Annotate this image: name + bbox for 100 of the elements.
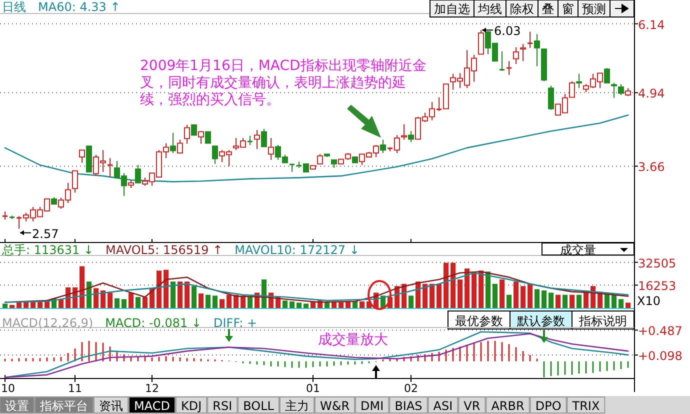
bar — [164, 270, 168, 308]
text: TRIX — [571, 399, 600, 413]
bar — [296, 302, 302, 308]
annotation: 均线 — [477, 2, 502, 16]
text: 资讯 — [99, 399, 123, 413]
bar — [492, 284, 498, 308]
annotation: 默认参数 — [516, 314, 565, 328]
x-tick-label: 01 — [306, 382, 320, 395]
x-tick-label: 12 — [145, 382, 159, 395]
bar — [436, 284, 442, 308]
x-tick-label: 02 — [404, 382, 418, 395]
y-tick-label: +0.487 — [638, 324, 682, 338]
y-tick-label: 32505 — [638, 256, 676, 270]
bar — [486, 272, 490, 308]
chart-title: 总手: 113631 ↓ — [1, 243, 94, 257]
bar — [114, 298, 120, 308]
bar — [458, 279, 462, 308]
text: VR — [464, 399, 480, 413]
chart-title: 日线 — [2, 0, 26, 14]
bar — [304, 304, 308, 308]
bar — [506, 294, 512, 308]
bar — [422, 284, 428, 308]
y-tick-label: +0.098 — [638, 349, 682, 364]
bar — [556, 294, 560, 308]
bar — [80, 266, 84, 308]
bar — [626, 302, 630, 308]
bar — [198, 294, 204, 308]
bar — [570, 294, 574, 308]
text: MA60: 4.33 ↑ — [38, 0, 120, 14]
bar — [86, 282, 92, 308]
text: DPO — [535, 399, 562, 413]
annotation: 最优参数 — [455, 314, 503, 328]
bar — [128, 292, 134, 308]
bar — [248, 297, 252, 308]
bar — [618, 299, 624, 308]
y-tick-label: 6.14 — [638, 18, 665, 32]
bar — [240, 296, 246, 308]
candlestick — [534, 34, 540, 67]
candlestick — [401, 124, 407, 140]
bar — [100, 290, 106, 308]
candlestick — [498, 50, 506, 70]
annotation: 窗 — [562, 2, 574, 16]
y-tick-label: 16253 — [638, 279, 676, 294]
text: 指标平台 — [39, 399, 88, 413]
bar — [464, 268, 470, 308]
x-tick-label: 11 — [68, 382, 82, 395]
bar — [290, 301, 294, 308]
x-tick-label: 10 — [1, 382, 15, 395]
bar — [338, 302, 344, 308]
candlestick — [128, 179, 134, 189]
bar — [542, 290, 546, 308]
bar — [534, 289, 540, 308]
text: MACD — [134, 399, 170, 413]
bar — [58, 299, 64, 308]
bar — [514, 282, 518, 308]
annotation: 加自选 — [434, 2, 470, 16]
annotation: 2009年1月16日，MACD指标出现零轴附近金叉，同时有成交量确认，表明上涨趋势的延续，强烈的买入信号。 — [140, 58, 428, 109]
bar — [38, 301, 42, 308]
bar — [10, 304, 14, 308]
bar — [444, 262, 448, 308]
bar — [184, 282, 190, 308]
bar — [206, 294, 210, 308]
bar — [226, 294, 232, 308]
annotation: 指标说明 — [578, 314, 627, 328]
y-tick-label: 3.66 — [638, 160, 665, 174]
annotation: MACD: -0.081 ↓ — [105, 316, 202, 330]
annotation: 6.03 — [494, 24, 521, 38]
bar — [122, 299, 126, 308]
text: ARBR — [491, 399, 524, 413]
annotation: MAVOL10: 172127 ↓ — [234, 243, 360, 257]
text: BIAS — [394, 399, 422, 413]
text: KDJ — [180, 399, 202, 413]
bar — [520, 286, 526, 308]
bar — [156, 270, 162, 308]
bar — [220, 299, 224, 308]
bar — [192, 286, 196, 308]
bar — [408, 296, 414, 308]
bar — [430, 284, 434, 308]
bar — [500, 279, 504, 308]
chart-title: MACD(12,26,9) — [2, 316, 94, 330]
bar — [528, 284, 532, 308]
bar — [576, 294, 582, 308]
candlestick — [268, 138, 274, 160]
y-tick-label: 4.94 — [638, 86, 665, 101]
candlestick — [526, 31, 534, 48]
bar — [94, 288, 98, 308]
annotation: 叠 — [542, 2, 554, 16]
bar — [352, 301, 358, 308]
annotation: MAVOL5: 156519 ↑ — [106, 243, 223, 257]
bar — [548, 292, 554, 308]
bar — [212, 296, 218, 308]
bar — [360, 301, 364, 308]
text: W&R — [320, 399, 350, 413]
annotation: 2.57 — [32, 226, 59, 241]
annotation: 预测 — [582, 2, 606, 16]
text: BOLL — [243, 399, 274, 413]
bar — [142, 297, 148, 308]
bar — [450, 262, 456, 308]
bar — [562, 294, 568, 308]
annotation: 除权 — [510, 2, 534, 16]
